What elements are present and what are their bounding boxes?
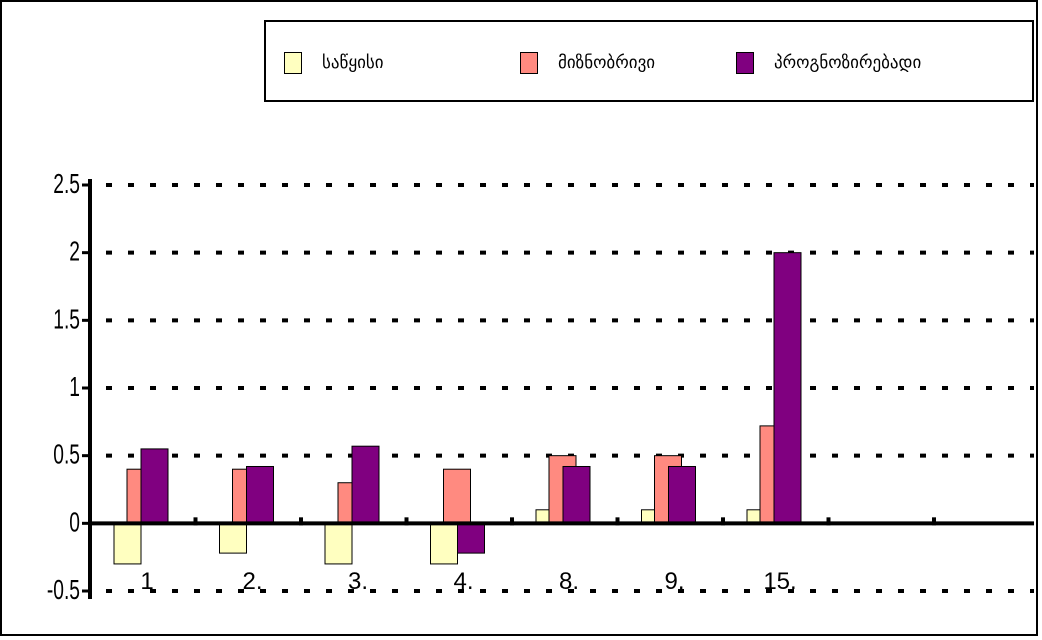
legend: საწყისი მიზნობრივი პროგნოზირებადი xyxy=(264,20,1034,102)
bar-2-4 xyxy=(562,465,591,524)
bar-1-3 xyxy=(443,468,471,524)
y-tick-label-3: 1 xyxy=(69,372,80,403)
y-tick-label-2: 0.5 xyxy=(53,439,80,470)
x-tick-label-5: 9. xyxy=(664,568,684,595)
y-tick-label-4: 1.5 xyxy=(53,304,80,335)
x-tick-labels: 1 2. 3. 4. 8. 9. 15. xyxy=(140,568,796,595)
x-tick-label-4: 8. xyxy=(559,568,579,595)
legend-swatch-initial xyxy=(284,52,302,74)
bar-0-3 xyxy=(430,522,458,565)
y-tick-label-5: 2 xyxy=(69,236,80,267)
x-tick-label-2: 3. xyxy=(348,568,368,595)
bar-2-5 xyxy=(668,465,696,524)
y-tick-label-6: 2.5 xyxy=(53,169,80,200)
bars xyxy=(113,252,802,565)
y-tick-labels: -0.5 0 0.5 1 1.5 2 2.5 xyxy=(47,169,80,606)
legend-item-forecast: პროგნოზირებადი xyxy=(736,50,921,76)
bar-2-6 xyxy=(773,252,802,524)
legend-swatch-forecast xyxy=(736,52,754,74)
bar-2-0 xyxy=(140,448,169,524)
bar-0-0 xyxy=(113,522,142,565)
y-tick-label-0: -0.5 xyxy=(47,575,80,606)
legend-item-initial: საწყისი xyxy=(284,50,384,76)
gridlines xyxy=(106,183,1034,593)
x-tick-label-3: 4. xyxy=(453,568,473,595)
legend-label-forecast: პროგნოზირებადი xyxy=(774,53,922,73)
x-tick-label-1: 2. xyxy=(242,568,262,595)
axes xyxy=(82,179,1034,599)
bar-2-2 xyxy=(351,445,380,524)
legend-label-initial: საწყისი xyxy=(322,53,384,73)
x-tick-label-6: 15. xyxy=(763,568,796,595)
bar-0-2 xyxy=(324,522,353,565)
legend-label-target: მიზნობრივი xyxy=(558,53,656,73)
bar-2-3 xyxy=(457,522,485,554)
y-tick-label-1: 0 xyxy=(69,507,80,538)
x-tick-label-0: 1 xyxy=(140,568,153,595)
bar-2-1 xyxy=(246,465,274,524)
legend-swatch-target xyxy=(520,52,538,74)
legend-item-target: მიზნობრივი xyxy=(520,50,655,76)
bar-0-1 xyxy=(219,522,247,554)
